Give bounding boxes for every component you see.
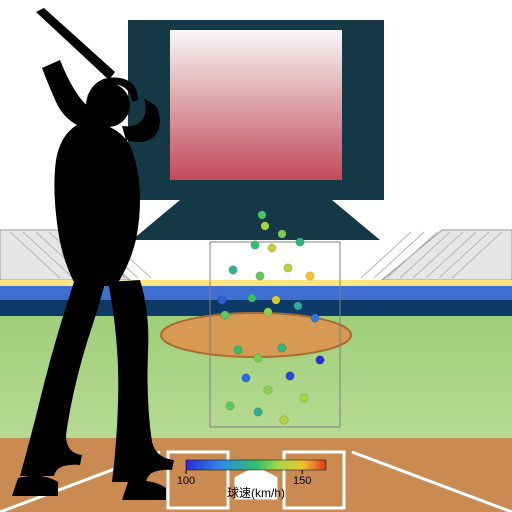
pitch-marker [300,394,308,402]
pitch-marker [311,314,319,322]
pitch-marker [221,311,229,319]
pitch-marker [261,222,269,230]
pitch-marker [268,244,276,252]
legend-tick-label: 150 [293,475,311,487]
pitch-marker [294,302,302,310]
pitch-marker [316,356,324,364]
pitch-marker [229,266,237,274]
pitch-marker [272,296,280,304]
pitch-marker [286,372,294,380]
pitch-marker [251,241,259,249]
pitch-marker [234,346,242,354]
pitch-marker [258,211,266,219]
warning-track [161,313,351,357]
scoreboard [128,20,384,240]
pitch-marker [278,230,286,238]
pitch-marker [296,238,304,246]
legend-axis-label: 球速(km/h) [227,486,285,500]
pitch-location-chart: 100 150 球速(km/h) [0,0,512,512]
pitch-marker [264,386,272,394]
pitch-marker [226,402,234,410]
pitch-marker [278,344,286,352]
pitch-marker [218,296,226,304]
pitch-marker [306,272,314,280]
pitch-marker [254,354,262,362]
pitch-marker [256,272,264,280]
pitch-marker [284,264,292,272]
pitch-marker [254,408,262,416]
legend-tick-label: 100 [177,475,195,487]
pitch-marker [248,294,256,302]
pitch-marker [264,308,272,316]
pitch-marker [242,374,250,382]
home-plate-area [0,438,512,512]
pitch-marker [280,416,288,424]
